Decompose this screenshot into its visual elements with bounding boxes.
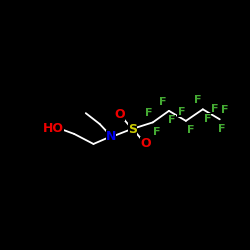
Text: F: F bbox=[218, 124, 225, 134]
Text: F: F bbox=[204, 114, 211, 124]
Text: HO: HO bbox=[43, 122, 64, 135]
Text: N: N bbox=[106, 130, 116, 143]
Text: F: F bbox=[159, 96, 166, 106]
Text: F: F bbox=[178, 106, 185, 117]
Text: F: F bbox=[194, 95, 201, 105]
Text: F: F bbox=[187, 125, 194, 135]
Text: F: F bbox=[145, 108, 153, 118]
Text: F: F bbox=[168, 115, 176, 125]
Text: F: F bbox=[221, 105, 228, 115]
Text: F: F bbox=[153, 127, 160, 137]
Text: S: S bbox=[128, 123, 137, 136]
Text: O: O bbox=[114, 108, 125, 121]
Text: O: O bbox=[140, 138, 151, 150]
Text: F: F bbox=[212, 104, 219, 114]
